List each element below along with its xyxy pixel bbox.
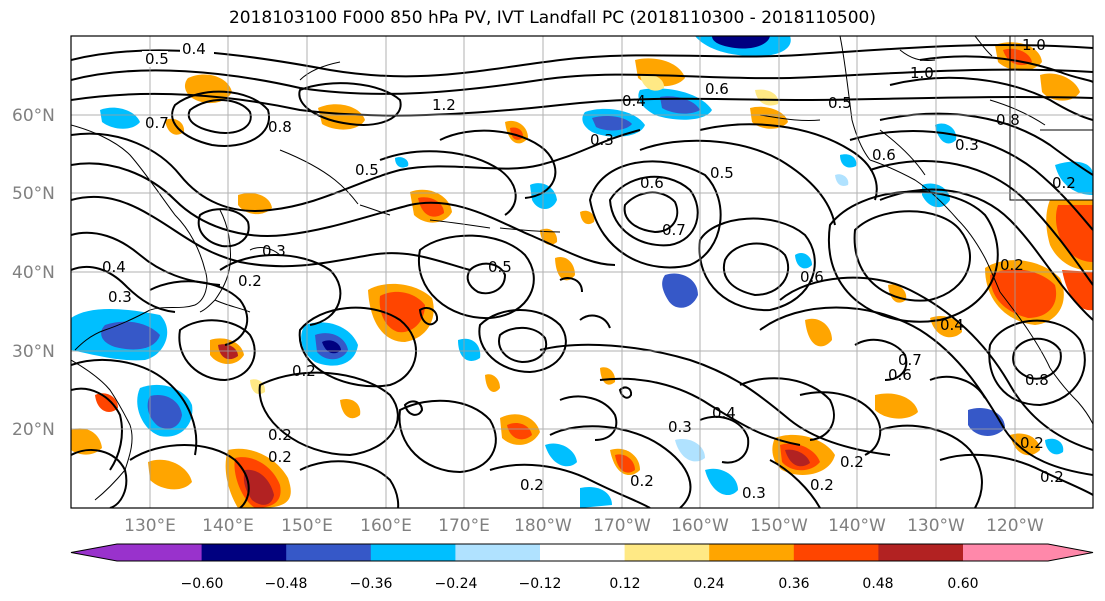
contour-label: 0.2	[840, 453, 864, 471]
contour-label: 0.6	[640, 174, 664, 192]
contour-label: 0.2	[268, 426, 292, 444]
lon-tick-label: 160°E	[360, 516, 412, 536]
lon-tick-label: 140°E	[202, 516, 254, 536]
contour-label: 0.5	[145, 50, 169, 68]
lon-tick-label: 150°E	[281, 516, 333, 536]
lon-tick-label: 160°W	[671, 516, 729, 536]
plot-frame	[70, 35, 1094, 509]
colorbar-segment	[455, 544, 541, 561]
contour-label: 0.2	[810, 476, 834, 494]
lon-tick-label: 150°W	[750, 516, 808, 536]
contour-label: 0.2	[1052, 174, 1076, 192]
contour-label: 0.5	[355, 161, 379, 179]
colorbar-tick-label: 0.36	[778, 576, 809, 592]
colorbar-outline	[70, 543, 1094, 562]
filled-regions	[71, 36, 1093, 508]
colorbar-extend-low	[71, 544, 203, 561]
lon-tick-label: 140°W	[828, 516, 886, 536]
contour-label: 0.4	[102, 258, 126, 276]
lat-tick-label: 40°N	[12, 263, 55, 283]
colorbar-segment	[370, 544, 457, 561]
contour-label: 0.3	[955, 136, 979, 154]
contour-label: 0.3	[742, 484, 766, 502]
colorbar-tick-label: −0.24	[435, 576, 478, 592]
contour-label: 0.6	[872, 146, 896, 164]
contour-label: 0.8	[268, 118, 292, 136]
colorbar-segment	[540, 544, 626, 561]
contour-label: 0.8	[996, 111, 1020, 129]
colorbar-tick-label: −0.48	[265, 576, 308, 592]
colorbar: −0.60 −0.48 −0.36 −0.24 −0.12 0.12 0.24 …	[70, 543, 1094, 592]
colorbar-tick-label: −0.60	[181, 576, 224, 592]
contour-label: 0.2	[268, 448, 292, 466]
colorbar-segment	[709, 544, 795, 561]
contour-label: 0.3	[590, 131, 614, 149]
contour-label: 0.8	[1025, 371, 1049, 389]
contour-label: 0.3	[262, 242, 286, 260]
contour-label: 0.2	[630, 472, 654, 490]
colorbar-tick-label: 0.60	[947, 576, 978, 592]
contour-label: 1.0	[910, 64, 934, 82]
lat-tick-label: 20°N	[12, 420, 55, 440]
positive-anomaly-regions	[71, 42, 1093, 508]
map-plot-area: 0.5 0.4 0.7 1.0 1.2 0.8 0.4 0.6 0.3 0.5 …	[70, 35, 1094, 509]
colorbar-segment	[878, 544, 964, 561]
colorbar-tick-label: 0.12	[609, 576, 640, 592]
contour-labels: 0.5 0.4 0.7 1.0 1.2 0.8 0.4 0.6 0.3 0.5 …	[102, 36, 1076, 502]
lon-tick-label: 170°E	[438, 516, 490, 536]
lat-tick-label: 50°N	[12, 184, 55, 204]
contour-label: 0.4	[940, 316, 964, 334]
colorbar-tick-labels: −0.60 −0.48 −0.36 −0.24 −0.12 0.12 0.24 …	[181, 576, 979, 592]
contour-label: 0.2	[520, 476, 544, 494]
contour-label: 0.7	[145, 114, 169, 132]
contour-label: 0.2	[1000, 256, 1024, 274]
contour-label: 0.7	[662, 221, 686, 239]
contour-label: 1.0	[1022, 36, 1046, 54]
colorbar-segment	[624, 544, 711, 561]
colorbar-extend-high	[963, 544, 1093, 561]
colorbar-tick-label: −0.12	[519, 576, 562, 592]
lat-tick-label: 60°N	[12, 106, 55, 126]
contour-label: 0.4	[622, 92, 646, 110]
contour-label: 0.7	[898, 351, 922, 369]
contour-label: 0.2	[1020, 434, 1044, 452]
contour-label: 0.3	[108, 288, 132, 306]
longitude-tick-labels: 130°E 140°E 150°E 160°E 170°E 180°W 170°…	[124, 516, 1044, 536]
contour-label: 1.2	[432, 96, 456, 114]
contour-label: 0.5	[488, 258, 512, 276]
contour-label: 0.5	[828, 94, 852, 112]
colorbar-tick-label: −0.36	[350, 576, 393, 592]
lon-tick-label: 130°W	[907, 516, 965, 536]
colorbar-segment	[201, 544, 288, 561]
contour-label: 0.2	[238, 272, 262, 290]
colorbar-segment	[793, 544, 880, 561]
coastlines	[71, 36, 1093, 501]
contour-label: 0.2	[1040, 468, 1064, 486]
contour-label: 0.4	[712, 404, 736, 422]
graticule	[71, 36, 1093, 508]
contour-label: 0.6	[800, 268, 824, 286]
latitude-tick-labels: 60°N 50°N 40°N 30°N 20°N	[12, 106, 55, 440]
colorbar-segment	[286, 544, 372, 561]
contour-label: 0.4	[182, 40, 206, 58]
lon-tick-label: 130°E	[124, 516, 176, 536]
colorbar-tick-label: 0.24	[693, 576, 724, 592]
colorbar-segments	[70, 543, 1094, 562]
contour-label: 0.3	[668, 418, 692, 436]
contour-label: 0.2	[292, 362, 316, 380]
lon-tick-label: 180°W	[514, 516, 572, 536]
colorbar-tick-label: 0.48	[862, 576, 893, 592]
contour-label: 0.6	[888, 366, 912, 384]
contour-label: 0.6	[705, 80, 729, 98]
lon-tick-label: 120°W	[986, 516, 1044, 536]
lon-tick-label: 170°W	[593, 516, 651, 536]
map-title: 2018103100 F000 850 hPa PV, IVT Landfall…	[228, 8, 876, 28]
lat-tick-label: 30°N	[12, 342, 55, 362]
contour-label: 0.5	[710, 164, 734, 182]
